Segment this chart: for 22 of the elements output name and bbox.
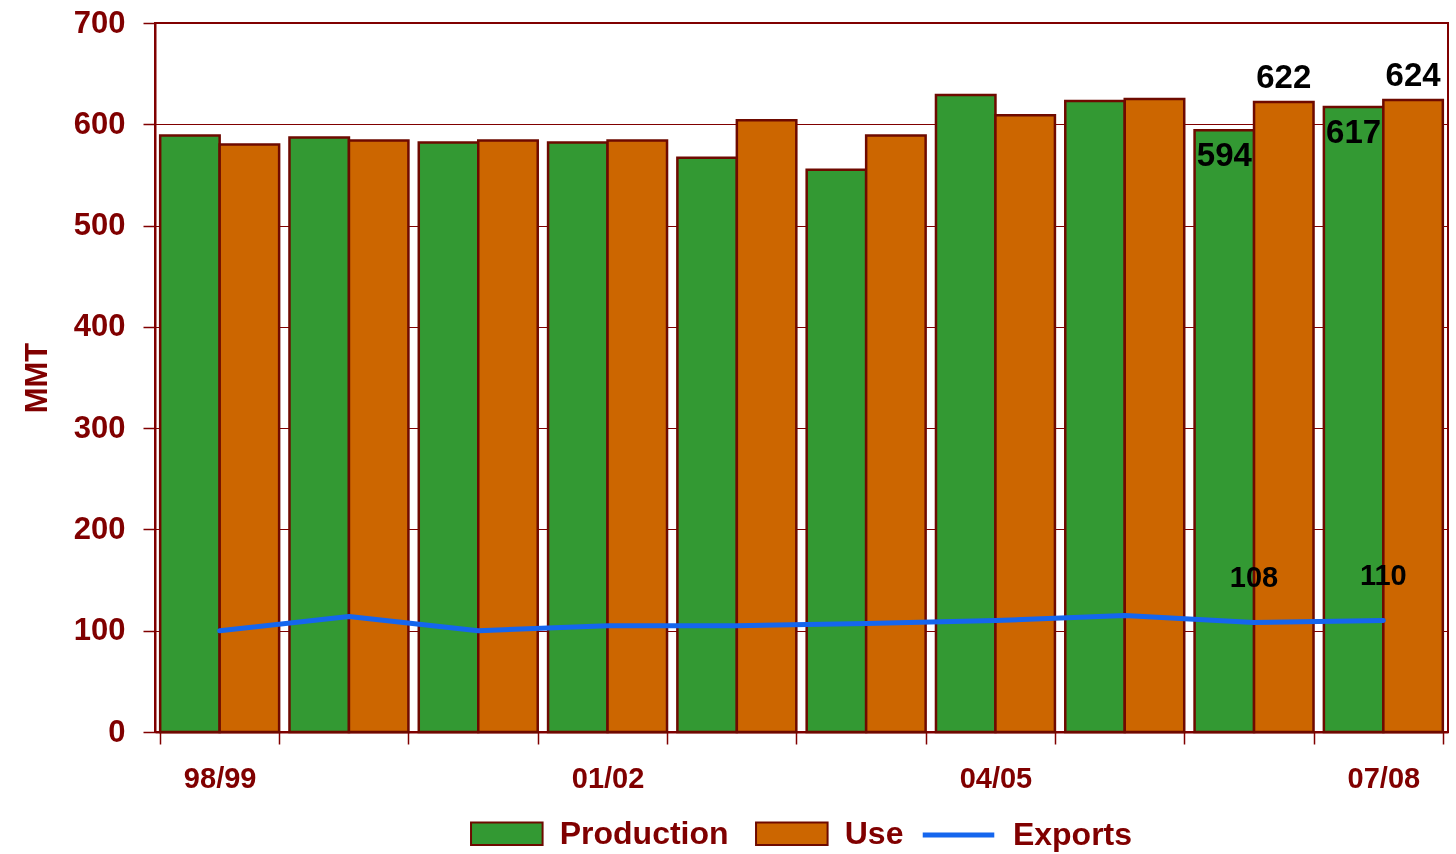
legend-label: Exports — [1012, 816, 1133, 852]
data-label: 617 — [1326, 113, 1382, 151]
y-tick-label: 500 — [73, 207, 126, 243]
legend-label: Use — [844, 814, 904, 851]
y-tick-label: 400 — [73, 308, 126, 344]
y-tick-label: 200 — [73, 510, 126, 546]
data-label: 624 — [1385, 55, 1442, 93]
x-tick-label: 01/02 — [571, 761, 645, 794]
y-tick-label: 700 — [73, 4, 126, 40]
y-tick-label: 300 — [73, 409, 126, 445]
data-label: 622 — [1256, 58, 1312, 95]
data-label: 594 — [1196, 136, 1253, 174]
data-label: 108 — [1229, 560, 1279, 593]
data-label: 110 — [1359, 558, 1407, 591]
legend-label: Production — [559, 814, 729, 851]
y-tick-label: 100 — [73, 612, 126, 648]
y-tick-label: 0 — [108, 713, 126, 749]
y-axis-title: MMT — [18, 342, 54, 414]
y-tick-label: 600 — [73, 105, 126, 141]
x-tick-label: 98/99 — [183, 761, 257, 794]
x-tick-label: 04/05 — [959, 761, 1033, 794]
x-tick-label: 07/08 — [1347, 761, 1421, 794]
